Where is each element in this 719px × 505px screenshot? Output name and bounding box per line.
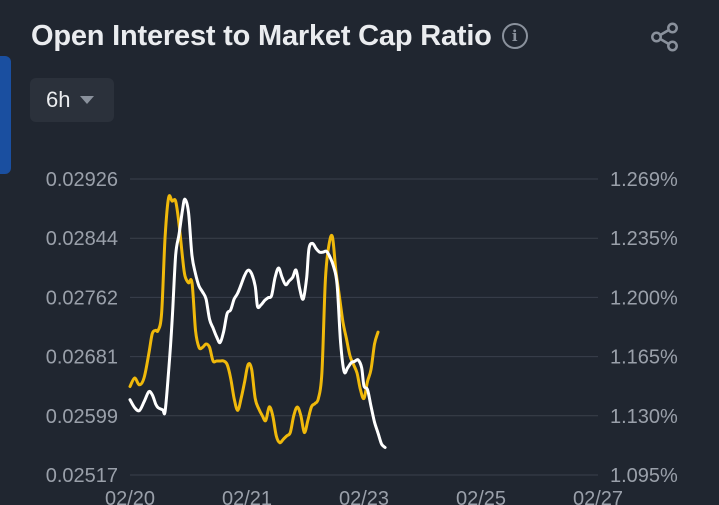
chart-title: Open Interest to Market Cap Ratio <box>31 19 492 52</box>
right-axis-tick-label: 1.165% <box>610 347 678 369</box>
x-axis-tick-label: 02/20 <box>105 488 155 505</box>
right-axis-tick-label: 1.235% <box>610 228 678 250</box>
left-axis-tick-label: 0.02599 <box>46 406 118 428</box>
left-axis-tick-label: 0.02762 <box>46 287 118 309</box>
side-tab-indicator <box>0 56 11 174</box>
x-axis-tick-label: 02/27 <box>573 488 623 505</box>
left-axis-tick-label: 0.02844 <box>46 228 118 250</box>
left-axis-tick-label: 0.02681 <box>46 347 118 369</box>
left-axis-tick-label: 0.02926 <box>46 169 118 191</box>
interval-value: 6h <box>46 87 71 112</box>
x-axis-tick-label: 02/21 <box>222 488 272 505</box>
x-axis-tick-label: 02/23 <box>339 488 389 505</box>
share-icon[interactable] <box>648 20 682 54</box>
series-line-left-axis <box>128 197 387 449</box>
right-axis-tick-label: 1.269% <box>610 169 678 191</box>
chevron-down-icon <box>80 96 95 104</box>
right-axis-tick-label: 1.130% <box>610 406 678 428</box>
right-axis-tick-label: 1.200% <box>610 287 678 309</box>
info-icon[interactable]: i <box>501 23 528 49</box>
chart-header: Open Interest to Market Cap Ratio i <box>31 16 528 56</box>
left-axis-tick-label: 0.02517 <box>46 465 118 487</box>
x-axis-tick-label: 02/25 <box>456 488 506 505</box>
right-axis-tick-label: 1.095% <box>610 465 678 487</box>
interval-dropdown[interactable]: 6h <box>30 78 114 122</box>
